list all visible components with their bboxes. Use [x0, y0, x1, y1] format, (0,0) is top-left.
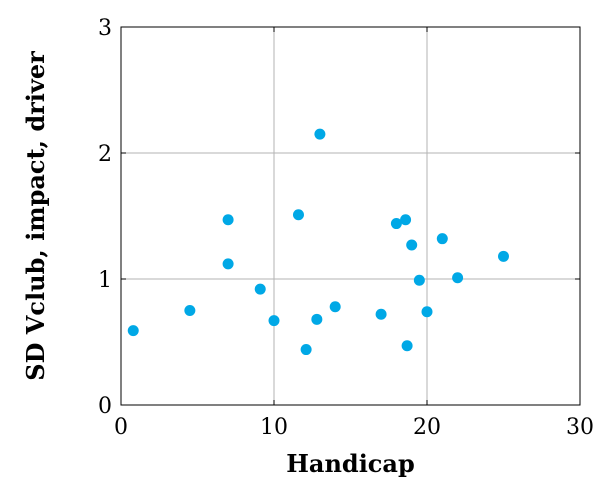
data-point	[254, 283, 266, 295]
data-point	[375, 308, 387, 320]
grid	[121, 27, 580, 405]
y-axis-label: SD Vclub, impact, driver	[21, 51, 50, 381]
x-tick-label: 10	[260, 415, 288, 440]
axis-ticks: 0 10 20 30 0 1 2 3	[98, 16, 594, 440]
data-point	[184, 305, 196, 316]
data-point	[329, 301, 341, 313]
data-point	[498, 250, 509, 262]
y-tick-label: 2	[98, 142, 112, 167]
data-point	[390, 218, 402, 230]
y-tick-label: 1	[98, 268, 112, 293]
data-point	[314, 128, 326, 140]
data-point	[268, 315, 280, 327]
x-tick-label: 30	[566, 415, 594, 440]
data-point	[222, 258, 234, 270]
x-tick-label: 20	[413, 415, 441, 440]
data-point	[452, 272, 464, 284]
data-point	[413, 274, 425, 286]
data-point	[436, 233, 448, 245]
x-axis-label: Handicap	[286, 449, 415, 478]
data-point	[311, 313, 323, 325]
data-points	[127, 128, 509, 356]
data-point	[222, 214, 234, 226]
plot-frame	[120, 26, 581, 406]
data-point	[401, 340, 413, 352]
data-point	[292, 209, 304, 221]
data-point	[127, 325, 139, 337]
y-tick-label: 3	[98, 16, 112, 41]
data-point	[421, 306, 433, 318]
data-point	[406, 239, 418, 251]
data-point	[300, 344, 312, 356]
data-point	[400, 214, 412, 226]
x-tick-label: 0	[114, 415, 128, 440]
y-tick-label: 0	[98, 394, 112, 419]
